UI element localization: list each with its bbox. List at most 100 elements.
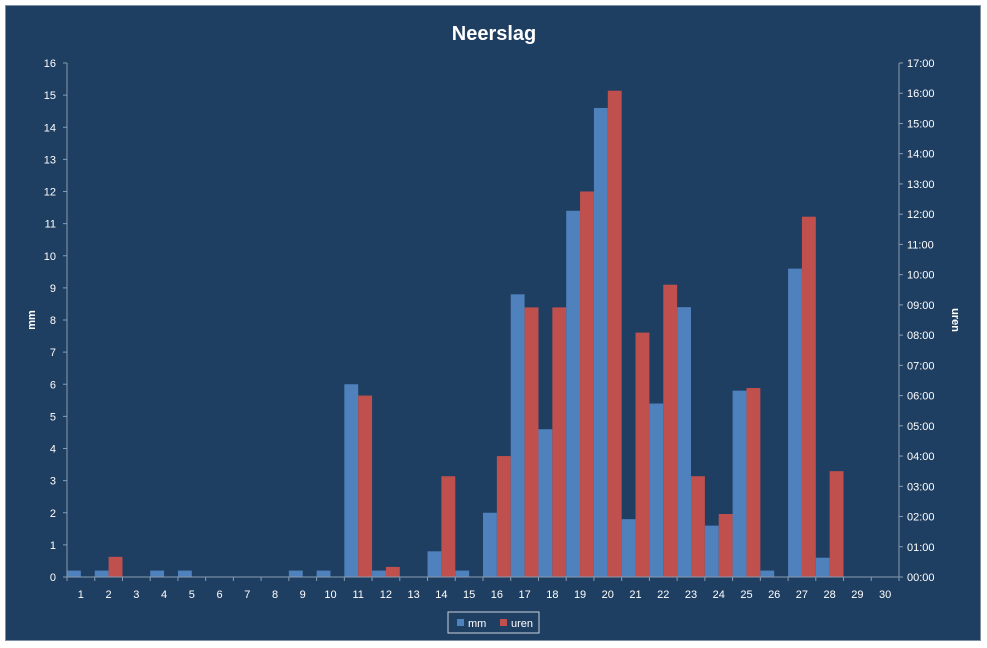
- bar-uren-28: [829, 471, 844, 577]
- bar-mm-5: [177, 570, 192, 577]
- x-tick-label: 9: [300, 589, 306, 601]
- chart-frame: Neerslag mm uren 0 1 2 3 4 5 6 7 8 9 10 11 12 13 14 15 1…: [5, 5, 981, 641]
- bar-uren-25: [746, 388, 761, 577]
- right-tick-label: 09:00: [907, 300, 935, 312]
- bar-mm-25: [732, 390, 747, 577]
- legend-swatch-uren: [500, 619, 507, 626]
- right-tick-label: 06:00: [907, 391, 935, 403]
- bar-mm-16: [483, 512, 497, 577]
- bar-mm-22: [649, 403, 664, 577]
- bar-mm-28: [815, 557, 830, 577]
- right-tick-label: 11:00: [907, 239, 934, 251]
- legend-label-uren: uren: [511, 618, 533, 630]
- bar-mm-21: [621, 519, 636, 577]
- x-tick-label: 24: [713, 589, 725, 601]
- x-tick-label: 18: [546, 589, 558, 601]
- right-tick-label: 16:00: [907, 88, 935, 100]
- right-tick-label: 12:00: [907, 209, 935, 221]
- bar-mm-19: [566, 210, 581, 577]
- x-tick-label: 12: [380, 589, 392, 601]
- right-tick-label: 15:00: [907, 118, 935, 130]
- bar-uren-2: [108, 556, 123, 577]
- x-tick-label: 7: [244, 589, 250, 601]
- right-tick-label: 08:00: [907, 330, 935, 342]
- right-tick-label: 01:00: [907, 542, 935, 554]
- left-tick-label: 9: [50, 283, 56, 295]
- right-tick-label: 00:00: [907, 572, 935, 584]
- x-tick-label: 17: [518, 589, 530, 601]
- x-tick-label: 25: [740, 589, 752, 601]
- bar-uren-19: [580, 191, 594, 577]
- left-tick-label: 1: [50, 540, 56, 552]
- axes-layer: 01234567891011121314151600:0001:0002:000…: [44, 58, 935, 601]
- bar-uren-22: [663, 284, 678, 577]
- bar-uren-24: [718, 514, 733, 577]
- bar-uren-14: [441, 476, 456, 577]
- left-tick-label: 8: [50, 315, 56, 327]
- x-tick-label: 13: [408, 589, 420, 601]
- bar-mm-23: [677, 307, 691, 577]
- right-tick-label: 03:00: [907, 481, 935, 493]
- legend-box: [447, 611, 540, 634]
- x-tick-label: 6: [216, 589, 222, 601]
- x-tick-label: 20: [602, 589, 614, 601]
- bar-uren-11: [358, 395, 373, 577]
- left-tick-label: 5: [50, 411, 56, 423]
- x-tick-label: 3: [133, 589, 139, 601]
- chart-title: Neerslag: [452, 23, 537, 45]
- bar-uren-23: [691, 476, 705, 577]
- bar-mm-1: [67, 570, 81, 577]
- x-tick-label: 29: [851, 589, 863, 601]
- x-tick-label: 4: [161, 589, 167, 601]
- bar-uren-27: [801, 216, 816, 577]
- bar-mm-18: [538, 429, 553, 577]
- chart-svg: Neerslag mm uren 01234567891011121314151…: [26, 23, 961, 634]
- bar-uren-12: [385, 566, 400, 577]
- right-tick-label: 10:00: [907, 270, 935, 282]
- bar-mm-17: [510, 294, 525, 577]
- right-tick-label: 02:00: [907, 512, 935, 524]
- left-axis-label: mm: [26, 310, 38, 330]
- left-tick-label: 14: [44, 122, 56, 134]
- left-tick-label: 2: [50, 508, 56, 520]
- bar-mm-27: [788, 268, 802, 577]
- left-tick-label: 10: [44, 251, 56, 263]
- bar-mm-2: [94, 570, 109, 577]
- bar-mm-20: [593, 107, 608, 577]
- left-tick-label: 16: [44, 58, 56, 70]
- right-tick-label: 17:00: [907, 58, 935, 70]
- bar-uren-21: [635, 332, 650, 577]
- bar-mm-10: [316, 570, 331, 577]
- right-tick-label: 07:00: [907, 360, 935, 372]
- left-tick-label: 0: [50, 572, 56, 584]
- bar-uren-16: [496, 456, 511, 577]
- x-tick-label: 14: [435, 589, 447, 601]
- x-tick-label: 30: [879, 589, 891, 601]
- left-tick-label: 15: [44, 90, 56, 102]
- right-tick-label: 13:00: [907, 179, 935, 191]
- right-axis-label: uren: [949, 308, 961, 332]
- bar-mm-9: [288, 570, 303, 577]
- right-tick-label: 05:00: [907, 421, 935, 433]
- x-tick-label: 28: [824, 589, 836, 601]
- bar-mm-24: [704, 525, 719, 577]
- bar-mm-11: [344, 384, 359, 577]
- left-tick-label: 4: [50, 444, 56, 456]
- legend: mm uren: [447, 611, 540, 634]
- left-tick-label: 12: [44, 187, 56, 199]
- x-tick-label: 23: [685, 589, 697, 601]
- x-tick-label: 19: [574, 589, 586, 601]
- legend-swatch-mm: [457, 619, 464, 626]
- bar-mm-12: [372, 570, 386, 577]
- legend-label-mm: mm: [468, 618, 486, 630]
- right-tick-label: 14:00: [907, 149, 935, 161]
- x-tick-label: 11: [352, 589, 363, 601]
- bars-layer: [67, 90, 844, 577]
- bar-uren-20: [607, 90, 622, 577]
- bar-mm-14: [427, 551, 442, 577]
- x-tick-label: 8: [272, 589, 278, 601]
- x-tick-label: 22: [657, 589, 669, 601]
- x-tick-label: 16: [491, 589, 503, 601]
- bar-uren-17: [524, 307, 539, 577]
- x-tick-label: 2: [106, 589, 112, 601]
